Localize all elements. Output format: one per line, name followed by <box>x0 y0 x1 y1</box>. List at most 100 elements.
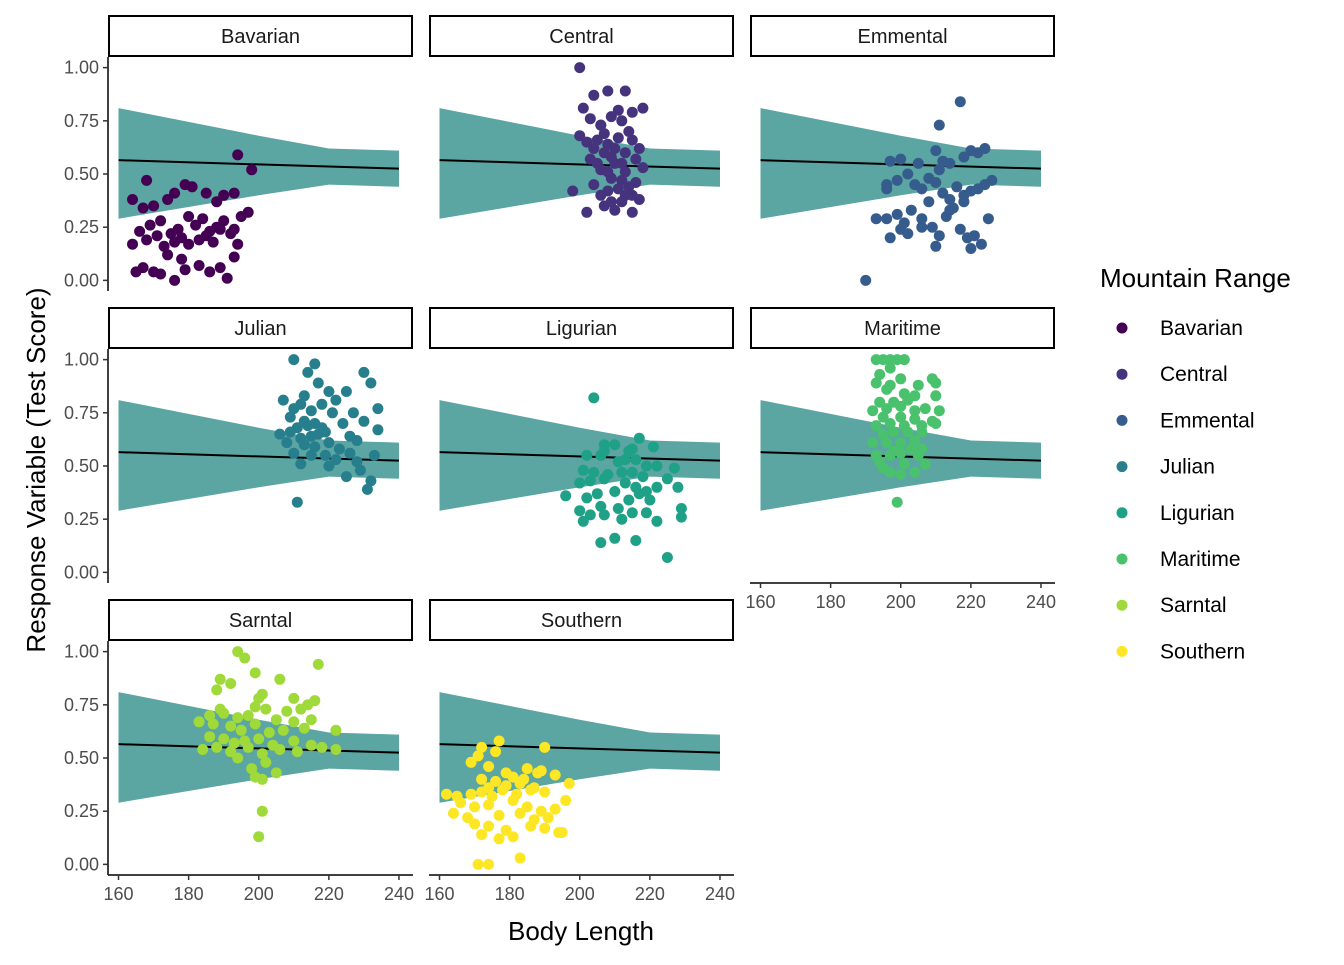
data-point <box>288 403 300 415</box>
data-point <box>619 477 631 489</box>
data-point <box>127 238 138 250</box>
facet-panel-southern: Southern 160 180 200 220 240 <box>424 599 735 904</box>
data-point <box>204 266 216 278</box>
data-point <box>309 358 321 370</box>
data-point <box>141 234 153 246</box>
data-point <box>916 221 928 233</box>
x-tick-label: 220 <box>314 884 344 904</box>
data-point <box>870 420 882 432</box>
data-point <box>330 744 342 755</box>
data-point <box>598 128 610 140</box>
legend-key <box>1116 553 1128 565</box>
data-point <box>372 424 384 436</box>
data-point <box>358 366 370 378</box>
facet-strip <box>429 599 734 641</box>
data-point <box>877 428 889 440</box>
legend-key <box>1116 368 1128 380</box>
data-point <box>549 803 561 815</box>
data-point <box>954 96 966 108</box>
data-point <box>982 213 994 225</box>
data-point <box>577 102 589 114</box>
data-point <box>232 712 244 724</box>
data-point <box>884 449 896 461</box>
data-point <box>291 496 303 508</box>
legend-item-ligurian: Ligurian <box>1116 502 1235 525</box>
x-tick-label: 180 <box>816 592 846 612</box>
data-point <box>312 377 324 389</box>
data-point <box>905 443 917 455</box>
legend-item-bavarian: Bavarian <box>1116 317 1243 340</box>
data-point <box>912 157 924 169</box>
data-point <box>930 377 942 389</box>
legend-key <box>1116 461 1128 473</box>
confidence-ribbon <box>439 400 720 511</box>
data-point <box>661 473 673 485</box>
data-point <box>937 155 949 167</box>
data-point <box>909 466 921 478</box>
data-point <box>514 807 526 819</box>
data-point <box>884 418 896 429</box>
data-point <box>675 511 687 523</box>
data-point <box>539 786 551 798</box>
data-point <box>158 240 170 252</box>
data-point <box>874 369 886 380</box>
data-point <box>441 788 452 800</box>
data-point <box>256 773 268 785</box>
y-tick-label: 0.25 <box>64 217 99 237</box>
data-point <box>581 136 593 148</box>
data-point <box>867 405 879 417</box>
x-tick-label: 220 <box>956 592 986 612</box>
data-point <box>933 119 945 131</box>
data-point <box>902 168 914 180</box>
data-point <box>626 206 638 218</box>
data-point <box>193 716 205 728</box>
fit-line <box>439 451 721 462</box>
data-point <box>507 795 519 806</box>
data-point <box>626 443 638 455</box>
data-point <box>986 174 998 186</box>
facet-strip <box>429 307 734 349</box>
y-tick-label: 0.25 <box>64 801 99 821</box>
data-point <box>588 466 600 478</box>
data-point <box>288 716 300 728</box>
data-point <box>246 763 258 775</box>
data-point <box>891 174 903 186</box>
y-tick-label: 0.00 <box>64 562 99 582</box>
data-point <box>176 253 188 265</box>
confidence-ribbon <box>118 692 399 803</box>
data-point <box>521 763 533 775</box>
data-point <box>630 454 642 466</box>
data-point <box>912 379 924 391</box>
legend-label: Southern <box>1160 640 1245 663</box>
data-point <box>930 240 942 252</box>
legend-key <box>1116 599 1128 611</box>
data-point <box>909 435 921 446</box>
data-point <box>605 111 617 123</box>
data-point <box>305 449 317 461</box>
data-point <box>588 89 600 101</box>
legend-key <box>1116 507 1128 519</box>
data-point <box>602 185 614 197</box>
data-point <box>577 515 589 527</box>
data-point <box>141 174 153 186</box>
data-point <box>609 143 621 154</box>
data-point <box>204 731 216 743</box>
data-point <box>633 194 645 205</box>
data-point <box>309 441 321 453</box>
data-point <box>672 481 684 493</box>
x-tick-label: 180 <box>174 884 204 904</box>
data-point <box>574 130 586 142</box>
data-point <box>619 147 631 159</box>
data-point <box>616 513 628 525</box>
data-point <box>556 827 568 838</box>
data-point <box>256 748 268 760</box>
data-point <box>211 221 223 233</box>
data-point <box>581 206 593 218</box>
data-point <box>323 460 335 472</box>
data-point <box>472 750 484 762</box>
data-point <box>884 155 896 167</box>
data-point <box>218 189 230 201</box>
data-point <box>933 405 945 417</box>
data-point <box>944 204 956 216</box>
data-point <box>902 426 914 438</box>
